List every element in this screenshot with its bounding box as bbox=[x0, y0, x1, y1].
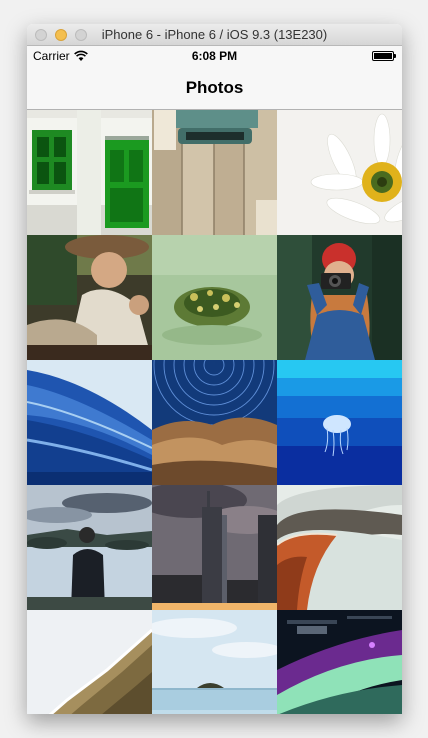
window-title: iPhone 6 - iPhone 6 / iOS 9.3 (13E230) bbox=[101, 27, 328, 42]
photo-thumbnail[interactable] bbox=[152, 110, 277, 235]
photo-thumbnail[interactable] bbox=[277, 485, 402, 610]
window-minimize-button[interactable] bbox=[55, 29, 67, 41]
photo-thumbnail[interactable] bbox=[27, 360, 152, 485]
window-zoom-button[interactable] bbox=[75, 29, 87, 41]
photo-thumbnail[interactable] bbox=[277, 610, 402, 714]
photo-image bbox=[27, 360, 152, 485]
photo-image bbox=[277, 610, 402, 714]
photo-thumbnail[interactable] bbox=[152, 235, 277, 360]
wifi-icon bbox=[73, 50, 88, 61]
photo-image bbox=[152, 235, 277, 360]
photo-image bbox=[152, 360, 277, 485]
photo-thumbnail[interactable] bbox=[27, 110, 152, 235]
photo-thumbnail[interactable] bbox=[152, 610, 277, 714]
battery-icon bbox=[372, 51, 396, 61]
simulator-window: iPhone 6 - iPhone 6 / iOS 9.3 (13E230) C… bbox=[27, 24, 402, 714]
navigation-bar: Photos bbox=[27, 66, 402, 110]
window-close-button[interactable] bbox=[35, 29, 47, 41]
photo-thumbnail[interactable] bbox=[152, 360, 277, 485]
photo-grid[interactable] bbox=[27, 110, 402, 714]
photo-image bbox=[277, 360, 402, 485]
photo-image bbox=[152, 110, 277, 235]
photo-thumbnail[interactable] bbox=[152, 485, 277, 610]
status-time: 6:08 PM bbox=[191, 49, 238, 63]
photo-image bbox=[152, 610, 277, 714]
photo-image bbox=[277, 110, 402, 235]
photo-image bbox=[27, 235, 152, 360]
photo-thumbnail[interactable] bbox=[27, 485, 152, 610]
battery-cap bbox=[394, 54, 396, 58]
carrier-group: Carrier bbox=[33, 49, 88, 63]
photo-image bbox=[277, 485, 402, 610]
photo-thumbnail[interactable] bbox=[27, 610, 152, 714]
photo-image bbox=[277, 235, 402, 360]
photo-image bbox=[152, 485, 277, 610]
photo-thumbnail[interactable] bbox=[277, 110, 402, 235]
photo-image bbox=[27, 610, 152, 714]
photo-thumbnail[interactable] bbox=[277, 360, 402, 485]
battery-fill bbox=[374, 53, 392, 59]
photo-thumbnail[interactable] bbox=[277, 235, 402, 360]
photo-image bbox=[27, 485, 152, 610]
nav-title: Photos bbox=[185, 78, 244, 97]
status-bar: Carrier 6:08 PM bbox=[27, 46, 402, 66]
photo-image bbox=[27, 110, 152, 235]
window-titlebar: iPhone 6 - iPhone 6 / iOS 9.3 (13E230) bbox=[27, 24, 402, 46]
photo-thumbnail[interactable] bbox=[27, 235, 152, 360]
carrier-label: Carrier bbox=[33, 49, 70, 63]
